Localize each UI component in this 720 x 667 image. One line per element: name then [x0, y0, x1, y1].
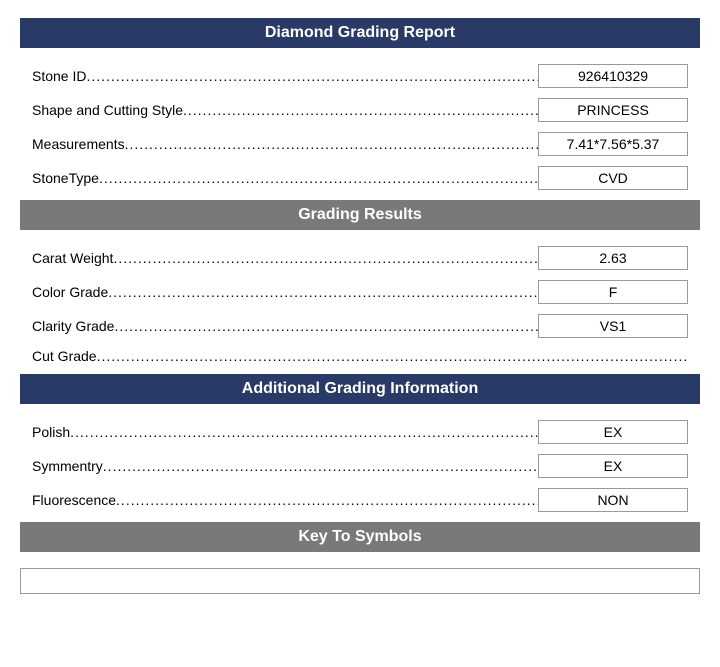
value-symmetry: EX [538, 454, 688, 478]
label-cut: Cut Grade [32, 348, 688, 364]
row-color: Color Grade F [32, 280, 688, 304]
row-carat: Carat Weight 2.63 [32, 246, 688, 270]
label-polish: Polish [32, 424, 538, 440]
section-title-additional: Additional Grading Information [20, 374, 700, 404]
additional-rows: Polish EX Symmentry EX Fluorescence NON [20, 420, 700, 512]
row-fluorescence: Fluorescence NON [32, 488, 688, 512]
label-stonetype: StoneType [32, 170, 538, 186]
label-shape: Shape and Cutting Style [32, 102, 538, 118]
label-stone-id: Stone ID [32, 68, 538, 84]
label-symmetry: Symmentry [32, 458, 538, 474]
value-clarity: VS1 [538, 314, 688, 338]
value-shape: PRINCESS [538, 98, 688, 122]
symbols-box [20, 568, 700, 594]
row-polish: Polish EX [32, 420, 688, 444]
section-title-grading: Grading Results [20, 200, 700, 230]
section-title-report: Diamond Grading Report [20, 18, 700, 48]
value-polish: EX [538, 420, 688, 444]
row-clarity: Clarity Grade VS1 [32, 314, 688, 338]
row-symmetry: Symmentry EX [32, 454, 688, 478]
label-measurements: Measurements [32, 136, 538, 152]
report-rows: Stone ID 926410329 Shape and Cutting Sty… [20, 64, 700, 190]
value-color: F [538, 280, 688, 304]
label-color: Color Grade [32, 284, 538, 300]
label-fluorescence: Fluorescence [32, 492, 538, 508]
row-stonetype: StoneType CVD [32, 166, 688, 190]
label-clarity: Clarity Grade [32, 318, 538, 334]
label-carat: Carat Weight [32, 250, 538, 266]
value-carat: 2.63 [538, 246, 688, 270]
grading-rows: Carat Weight 2.63 Color Grade F Clarity … [20, 246, 700, 364]
value-fluorescence: NON [538, 488, 688, 512]
value-stonetype: CVD [538, 166, 688, 190]
row-measurements: Measurements 7.41*7.56*5.37 [32, 132, 688, 156]
section-title-symbols: Key To Symbols [20, 522, 700, 552]
value-measurements: 7.41*7.56*5.37 [538, 132, 688, 156]
row-shape: Shape and Cutting Style PRINCESS [32, 98, 688, 122]
row-stone-id: Stone ID 926410329 [32, 64, 688, 88]
row-cut: Cut Grade [32, 348, 688, 364]
value-stone-id: 926410329 [538, 64, 688, 88]
